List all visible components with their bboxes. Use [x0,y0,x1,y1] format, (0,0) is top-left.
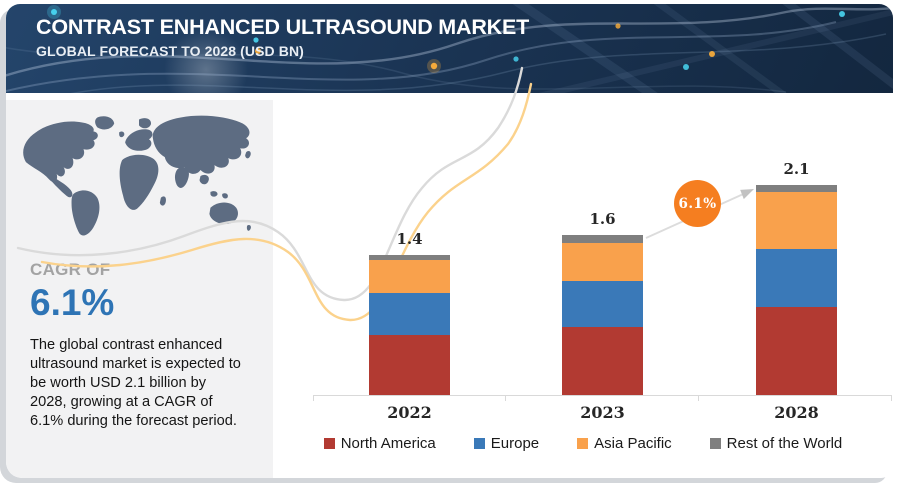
infographic-card: CONTRAST ENHANCED ULTRASOUND MARKET GLOB… [6,4,893,478]
cagr-bubble: 6.1% [674,180,721,227]
cagr-label: CAGR OF [30,260,111,279]
legend-label: Asia Pacific [594,435,672,452]
legend-swatch [473,438,485,449]
world-map [23,115,251,236]
bar-value-label: 1.4 [396,230,423,248]
report-subtitle: GLOBAL FORECAST TO 2028 (USD BN) [36,43,304,59]
bar-segment-rest-of-the-world [562,235,643,243]
report-title: CONTRAST ENHANCED ULTRASOUND MARKET [36,15,530,39]
header-banner: CONTRAST ENHANCED ULTRASOUND MARKET GLOB… [6,4,893,93]
x-axis-label: 2023 [580,403,625,422]
region-new-zealand [246,224,251,231]
continent-north-america [23,121,98,182]
axis-tick [505,395,507,401]
bar-segment-europe [756,249,837,307]
summary-panel: CAGR OF 6.1% The global contrast enhance… [6,100,273,478]
bar-segment-europe [562,281,643,327]
stacked-bar-2022: 1.4 [369,230,450,395]
x-axis-label: 2028 [774,403,819,422]
chart-area: 1.4 2022 1.6 2023 2.1 2028 6.1% North America… [273,94,893,478]
region-scandinavia [139,118,152,129]
cagr-value: 6.1% [30,282,115,323]
continent-africa [119,154,159,210]
bar-segment-asia-pacific [562,243,643,281]
continent-australia [209,202,238,225]
axis-tick [313,395,314,401]
legend-item-rest-of-the-world: Rest of the World [709,435,843,452]
bar-segment-rest-of-the-world [756,185,837,192]
stacked-bar-2023: 1.6 [562,210,643,395]
bar-segment-asia-pacific [369,260,450,293]
bar-segment-north-america [562,327,643,395]
region-uk [119,131,125,138]
legend-item-north-america: North America [323,435,436,452]
x-axis [313,395,892,401]
bar-segment-europe [369,293,450,335]
legend-swatch [709,438,721,449]
region-japan [245,150,251,159]
region-southeast-asia [199,174,209,185]
bar-segment-asia-pacific [756,192,837,249]
continent-europe [125,129,153,151]
axis-tick [697,395,699,401]
region-india [174,167,189,188]
legend-label: North America [340,435,436,452]
legend-label: Europe [490,435,540,452]
continent-asia [152,115,250,174]
bar-segment-north-america [369,335,450,395]
summary-text: The global contrast enhanced ultrasound … [30,337,241,430]
bar-value-label: 1.6 [589,210,616,228]
bar-value-label: 2.1 [783,160,810,178]
continent-south-america [71,190,100,236]
legend-swatch [577,438,589,449]
legend: North America Europe Asia Pacific Rest of t… [273,435,893,452]
region-madagascar [159,196,166,206]
axis-tick [891,395,892,401]
legend-item-asia-pacific: Asia Pacific [577,435,672,452]
legend-swatch [323,438,335,449]
x-axis-label: 2022 [387,403,432,422]
bar-segment-north-america [756,307,837,395]
region-central-america [49,176,73,198]
continent-greenland [95,116,115,130]
region-indonesia [210,191,228,199]
legend-item-europe: Europe [473,435,540,452]
stacked-bar-2028: 2.1 [756,160,837,395]
legend-label: Rest of the World [726,435,843,452]
